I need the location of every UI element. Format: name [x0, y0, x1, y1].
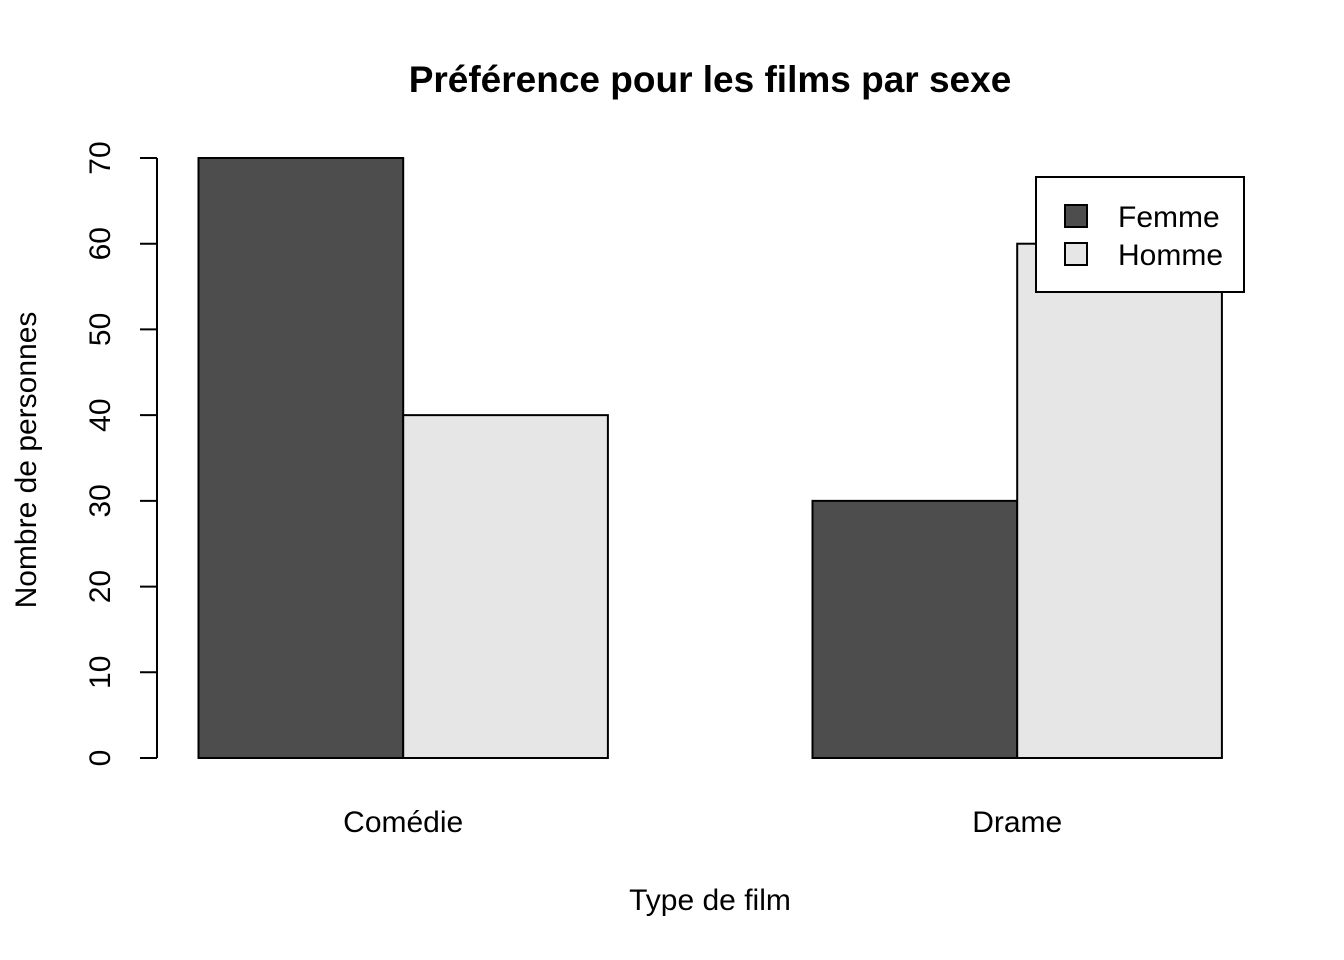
x-axis-label: Type de film	[629, 884, 791, 917]
legend-swatch-femme	[1064, 204, 1088, 228]
legend-label-homme: Homme	[1118, 239, 1223, 272]
legend-box	[1035, 176, 1245, 293]
x-category-label: Comédie	[343, 806, 463, 839]
bars	[197, 157, 1223, 759]
y-tick-label: 20	[84, 570, 117, 603]
y-tick-label: 40	[84, 398, 117, 431]
y-tick-label: 50	[84, 313, 117, 346]
bar-femme-1	[197, 157, 405, 759]
bar-femme-2	[811, 499, 1019, 759]
y-axis-label: Nombre de personnes	[10, 312, 43, 609]
bar-homme-1	[402, 414, 609, 759]
y-tick-label: 0	[84, 750, 117, 767]
y-axis: 0 10 20 30 40 50 60 70	[84, 141, 158, 767]
y-tick-label: 10	[84, 656, 117, 689]
legend-swatch-homme	[1064, 242, 1088, 266]
chart-title: Préférence pour les films par sexe	[409, 59, 1012, 100]
y-tick-label: 60	[84, 227, 117, 260]
bar-homme-2	[1016, 242, 1223, 759]
y-tick-label: 70	[84, 141, 117, 174]
x-category-label: Drame	[972, 806, 1062, 839]
x-axis-labels: Comédie Drame	[343, 806, 1062, 839]
legend-label-femme: Femme	[1118, 201, 1220, 234]
legend: Femme Homme	[1035, 176, 1245, 293]
y-tick-label: 30	[84, 484, 117, 517]
